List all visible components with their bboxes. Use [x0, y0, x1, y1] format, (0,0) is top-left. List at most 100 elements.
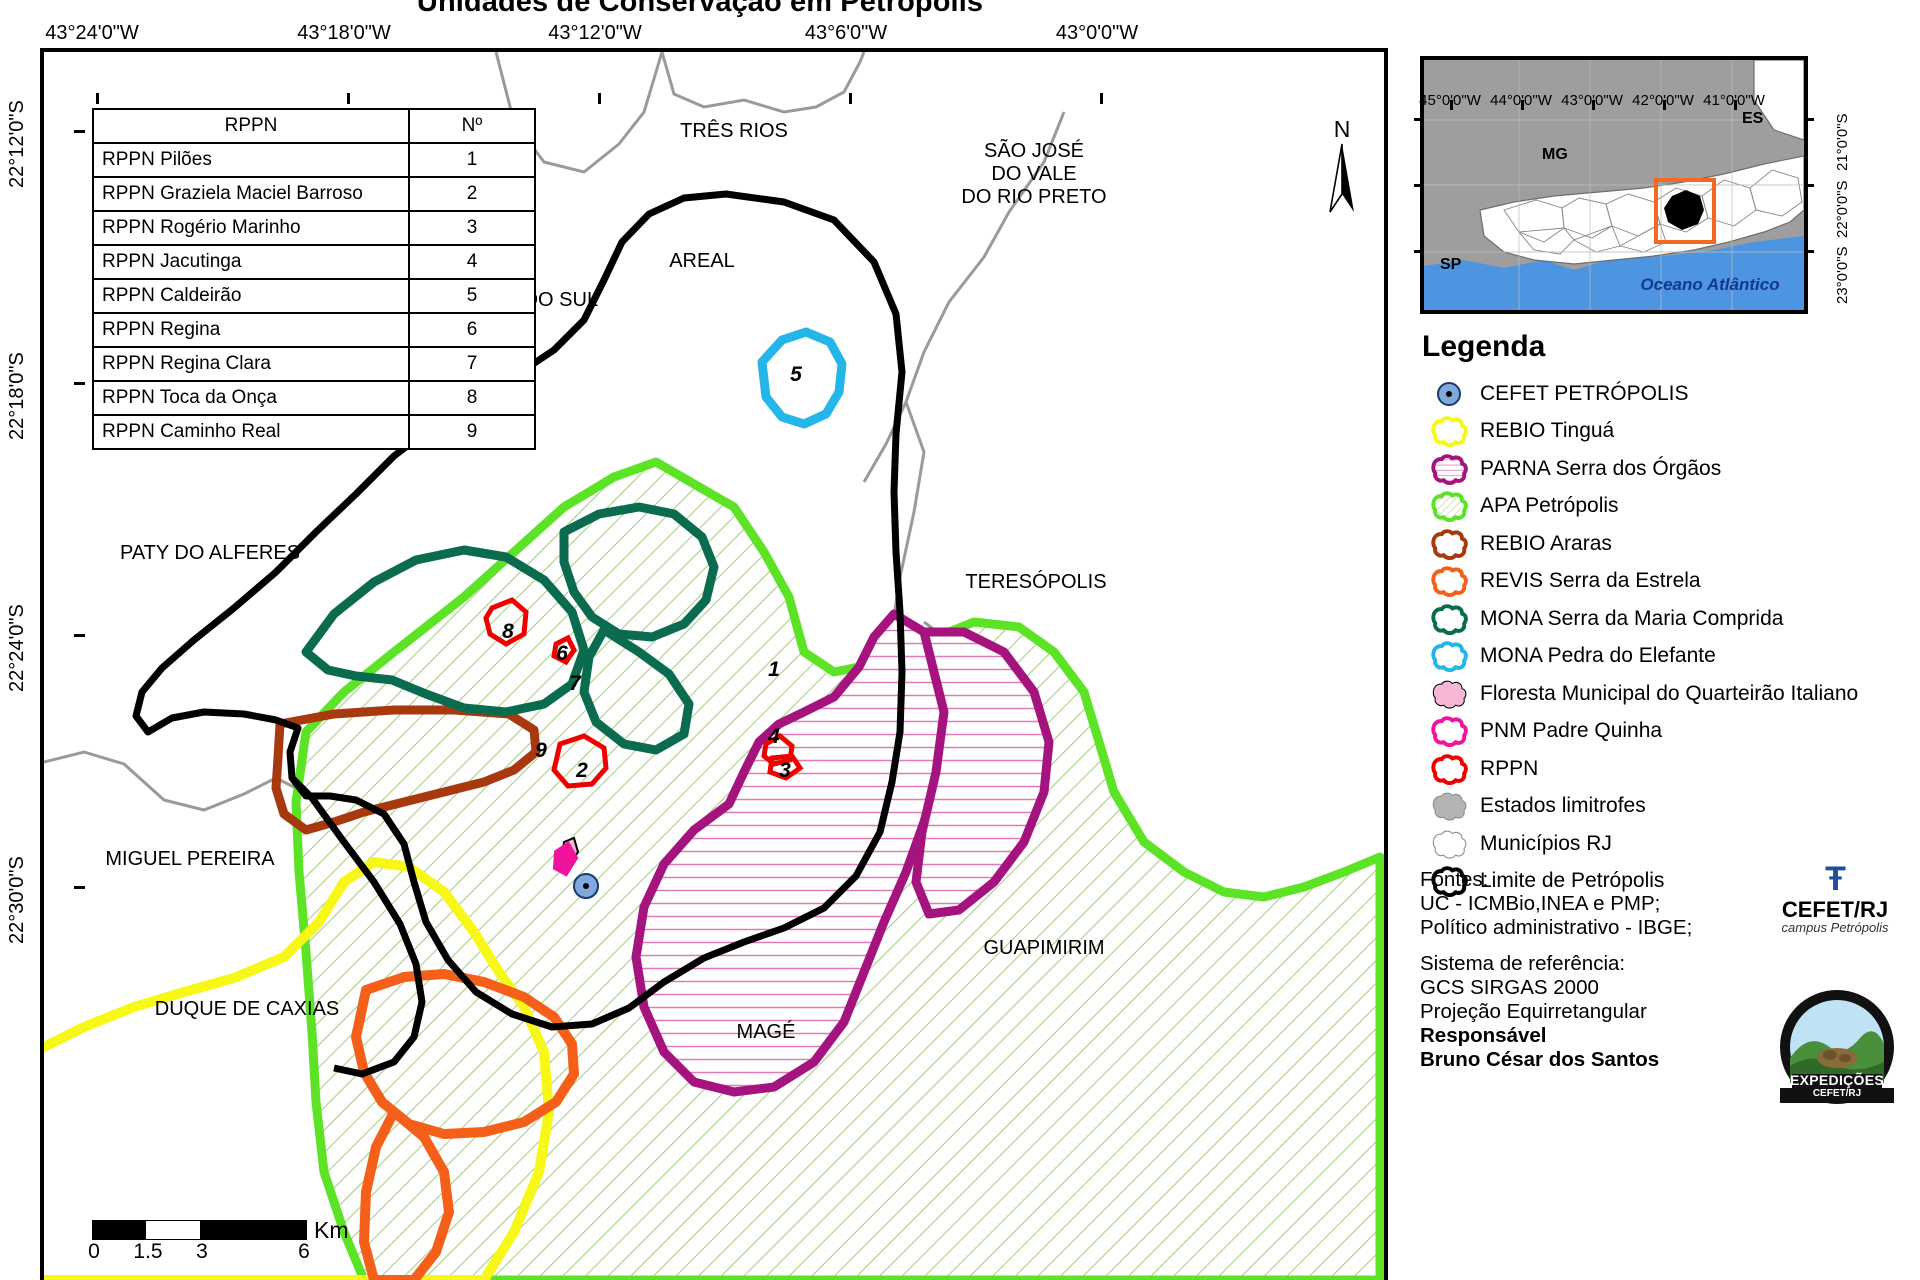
- page-title: Unidades de Conservação em Petrópolis: [416, 0, 984, 18]
- legend-item[interactable]: Limite de Petrópolis: [1418, 863, 1918, 901]
- rppn-num-cell: 6: [408, 312, 536, 348]
- rppn-number-marker: 9: [535, 739, 547, 762]
- inset-state-label-es: ES: [1742, 110, 1764, 127]
- fontes-title: Fontes:: [1420, 868, 1489, 891]
- inset-tick-top: [1663, 100, 1666, 110]
- graticule-label-lat: 22°30'0"S: [6, 856, 28, 944]
- limite-petropolis-south-tail: [289, 775, 426, 1078]
- legend-item-label: Estados limitrofes: [1480, 794, 1646, 818]
- legend-item-label: Floresta Municipal do Quarteirão Italian…: [1480, 681, 1859, 705]
- rppn-name-cell: RPPN Caldeirão: [92, 278, 410, 314]
- petropolis-highlight-shape: [1664, 190, 1704, 230]
- grat-tick-top: [96, 93, 99, 104]
- rppn-name-cell: RPPN Regina Clara: [92, 346, 410, 382]
- fontes-line-1: UC - ICMBio,INEA e PMP;: [1420, 892, 1661, 916]
- revis-serra-da-estrela-polygon[interactable]: [351, 969, 579, 1139]
- expedicoes-logo-name: EXPEDIÇÕES: [1789, 1072, 1885, 1088]
- mona-pedra-do-elefante-polygon[interactable]: [757, 327, 847, 429]
- rppn-num-cell: 3: [408, 210, 536, 246]
- inset-tick-top: [1450, 100, 1453, 110]
- rppn-num-cell: 4: [408, 244, 536, 280]
- cefet-point-marker[interactable]: [573, 873, 599, 899]
- north-arrow-icon: [1329, 143, 1354, 213]
- rebio-tingua-polygon[interactable]: [44, 857, 554, 1280]
- main-map-frame[interactable]: TRÊS RIOS SÃO JOSÉ DO VALE DO RIO PRETO AREA…: [40, 48, 1388, 1280]
- map-place-label: TERESÓPOLIS: [965, 571, 1107, 593]
- legend-item[interactable]: REVIS Serra da Estrela: [1418, 563, 1918, 601]
- legend-item[interactable]: Municípios RJ: [1418, 825, 1918, 863]
- legend-item[interactable]: PARNA Serra dos Órgãos: [1418, 450, 1918, 488]
- map-place-label: DO RIO PRETO: [961, 186, 1107, 208]
- rppn-number-marker: 3: [779, 759, 791, 782]
- table-row: RPPN Regina Clara 7: [92, 346, 536, 382]
- inset-label-lat: 23°0'0"S: [1834, 246, 1851, 304]
- table-row: RPPN Caminho Real 9: [92, 414, 536, 450]
- legend-item[interactable]: Floresta Municipal do Quarteirão Italian…: [1418, 675, 1918, 713]
- legend-item[interactable]: CEFET PETRÓPOLIS: [1418, 375, 1918, 413]
- expedicoes-logo: EXPEDIÇÕES CEFET/RJ: [1778, 988, 1896, 1106]
- rppn-polygons[interactable]: [483, 597, 804, 789]
- grat-tick-top: [598, 93, 601, 104]
- map-place-label: SÃO JOSÉ: [983, 140, 1085, 162]
- graticule-label-lat: 22°18'0"S: [6, 352, 28, 440]
- legend-symbol-polygon-outline: [1418, 864, 1480, 898]
- rppn-num-cell: 2: [408, 176, 536, 212]
- pnm-padre-quinha-polygon[interactable]: [552, 841, 579, 877]
- ref-line-1: Sistema de referência:: [1420, 951, 1626, 975]
- graticule-label-lon: 43°0'0"W: [1055, 22, 1139, 44]
- rppn-name-cell: RPPN Regina: [92, 312, 410, 348]
- north-arrow-letter: N: [1333, 116, 1351, 142]
- scale-tick-1: 1.5: [133, 1240, 163, 1263]
- rppn-name-cell: RPPN Graziela Maciel Barroso: [92, 176, 410, 212]
- legend-symbol-polygon-fill: [1418, 827, 1480, 861]
- legend-item[interactable]: RPPN: [1418, 750, 1918, 788]
- legend-item[interactable]: PNM Padre Quinha: [1418, 713, 1918, 751]
- legend-item-label: RPPN: [1480, 756, 1539, 780]
- map-place-label: PATY DO ALFERES: [119, 542, 301, 564]
- legend-symbol-polygon-outline: [1418, 564, 1480, 598]
- scale-bar-graphic: [92, 1220, 307, 1240]
- table-row: RPPN Toca da Onça 8: [92, 380, 536, 416]
- legend-item[interactable]: REBIO Tinguá: [1418, 413, 1918, 451]
- scale-tick-3: 6: [298, 1240, 310, 1263]
- cefet-point-dot: [583, 883, 589, 889]
- map-canvas[interactable]: [44, 52, 1384, 1280]
- legend-item[interactable]: APA Petrópolis: [1418, 488, 1918, 526]
- revis-lower-lobe: [359, 1107, 454, 1280]
- map-place-label: MAGÉ: [736, 1021, 796, 1043]
- rppn-name-cell: RPPN Toca da Onça: [92, 380, 410, 416]
- ref-line-3: Projeção Equirretangular: [1420, 999, 1647, 1023]
- legend-item[interactable]: REBIO Araras: [1418, 525, 1918, 563]
- legend-item[interactable]: MONA Serra da Maria Comprida: [1418, 600, 1918, 638]
- legend-symbol-polygon-outline: [1418, 639, 1480, 673]
- cefet-logo-name: CEFET/RJ: [1781, 897, 1889, 922]
- legend-item-label: Limite de Petrópolis: [1480, 869, 1665, 893]
- rppn-name-cell: RPPN Caminho Real: [92, 414, 410, 450]
- fontes-line-2: Político administrativo - IBGE;: [1420, 916, 1693, 940]
- legend-item-label: MONA Serra da Maria Comprida: [1480, 606, 1784, 630]
- rppn-number-marker: 5: [790, 363, 802, 386]
- rppn-num-cell: 1: [408, 142, 536, 178]
- legend-item[interactable]: Estados limitrofes: [1418, 788, 1918, 826]
- rppn-number-marker: 7: [569, 672, 581, 695]
- legend-symbol-polygon-fill: [1418, 789, 1480, 823]
- legend-item-label: Municípios RJ: [1480, 831, 1612, 855]
- legend-item-label: PNM Padre Quinha: [1480, 719, 1663, 743]
- inset-tick-top: [1592, 100, 1595, 110]
- grat-tick-left: [74, 886, 85, 889]
- legend-title: Legenda: [1422, 330, 1546, 363]
- footer-text: Fontes: UC - ICMBio,INEA e PMP; Político…: [1420, 868, 1750, 1084]
- right-panel: Oceano Atlântico MG ES SP 45°0'0"W 44°0'…: [1400, 0, 1920, 1280]
- legend-item-label: REVIS Serra da Estrela: [1480, 569, 1701, 593]
- map-place-label: MIGUEL PEREIRA: [105, 848, 275, 870]
- legend-symbol-polygon-outline: [1418, 414, 1480, 448]
- scale-bar: 0 1.5 3 6 Km: [88, 1217, 348, 1266]
- map-place-label: AREAL: [669, 250, 735, 272]
- grat-tick-top: [1100, 93, 1103, 104]
- rebio-araras-polygon[interactable]: [271, 705, 541, 835]
- legend-item[interactable]: MONA Pedra do Elefante: [1418, 638, 1918, 676]
- location-inset[interactable]: Oceano Atlântico MG ES SP 45°0'0"W 44°0'…: [1414, 56, 1851, 314]
- mona-serra-maria-comprida-polygon[interactable]: [301, 502, 719, 755]
- inset-frame[interactable]: Oceano Atlântico MG ES SP: [1420, 56, 1808, 314]
- map-vector-layer: [44, 52, 1384, 1280]
